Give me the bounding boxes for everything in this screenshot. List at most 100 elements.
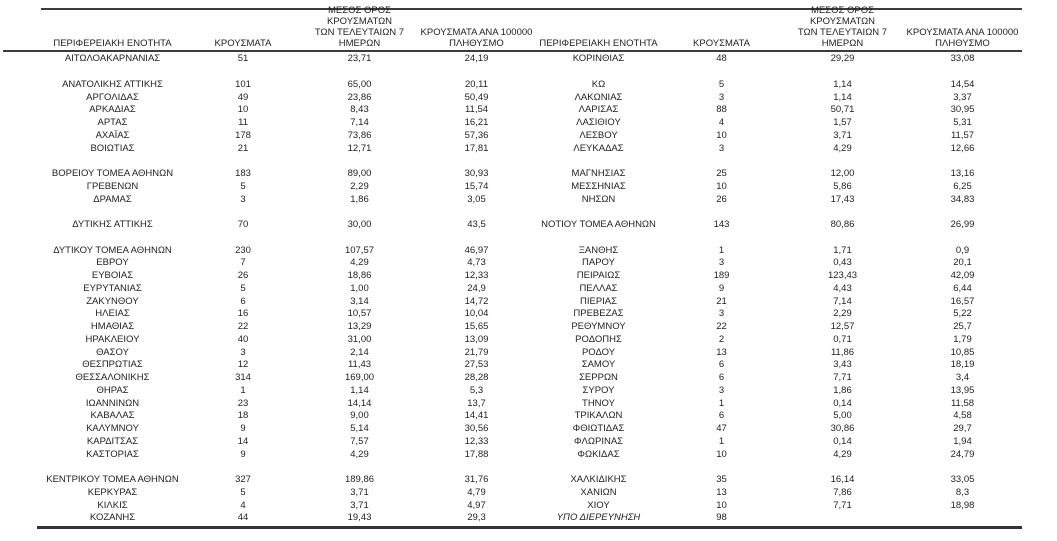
per100k-cell: 1,94: [953, 435, 972, 447]
per100k-cell: 5,3: [469, 384, 484, 396]
header-avg7-left: ΜΕΣΟΣ ΟΡΟΣ ΚΡΟΥΣΜΑΤΩΝ ΤΩΝ ΤΕΛΕΥΤΑΙΩΝ 7 Η…: [314, 5, 405, 49]
avg7-cell: 1,57: [833, 117, 852, 129]
avg7-cell: 23,71: [347, 53, 372, 65]
region-cell: ΧΙΟΥ: [587, 499, 610, 511]
per100k-cell: 31,76: [464, 474, 489, 486]
per100k-cell: 13,95: [950, 384, 975, 396]
table-row: ΑΡΓΟΛΙΔΑΣ 49 23,86 50,49 ΛΑΚΩΝΙΑΣ 3 1,14 3,37: [41, 91, 1022, 104]
avg7-cell: 4,29: [350, 257, 369, 269]
cases-cell: 13: [716, 486, 727, 498]
region-cell: ΚΕΝΤΡΙΚΟΥ ΤΟΜΕΑ ΑΘΗΝΩΝ: [46, 474, 179, 486]
per100k-cell: 13,16: [950, 168, 975, 180]
region-cell: ΘΗΡΑΣ: [96, 384, 129, 396]
avg7-cell: 2,29: [833, 308, 852, 320]
avg7-cell: 3,43: [833, 359, 852, 371]
per100k-cell: 11,58: [950, 397, 975, 409]
avg7-cell: 4,29: [833, 142, 852, 154]
table-row: ΕΥΒΟΙΑΣ 26 18,86 12,33 ΠΕΙΡΑΙΩΣ 189 123,43 42,0…: [41, 270, 1022, 283]
region-cell: ΦΘΙΩΤΙΔΑΣ: [572, 423, 625, 435]
cases-cell: 9: [240, 448, 246, 460]
avg7-cell: 89,00: [347, 168, 372, 180]
table-row: ΘΑΣΟΥ 3 2,14 21,79 ΡΟΔΟΥ 13 11,86 10,85: [41, 346, 1022, 359]
per100k-cell: 3,4: [955, 372, 970, 384]
cases-cell: 6: [718, 359, 725, 371]
region-cell: ΚΙΛΚΙΣ: [97, 499, 128, 511]
cases-cell: 48: [716, 53, 727, 65]
avg7-cell: 7,57: [350, 435, 369, 447]
spacer-row: [41, 206, 1022, 219]
region-cell: ΛΕΣΒΟΥ: [579, 129, 618, 141]
cases-cell: 3: [718, 257, 725, 269]
per100k-cell: 10,85: [950, 346, 975, 358]
region-cell: ΠΡΕΒΕΖΑΣ: [573, 308, 624, 320]
cases-cell: 88: [716, 104, 727, 116]
cases-cell: 1: [718, 244, 725, 256]
per100k-cell: 3,05: [467, 193, 486, 205]
region-cell: ΗΜΑΘΙΑΣ: [90, 321, 135, 333]
cases-cell: 40: [237, 333, 249, 345]
avg7-cell: 29,29: [830, 53, 855, 65]
cases-cell: 7: [240, 257, 246, 269]
per100k-cell: 24,9: [467, 282, 486, 294]
table-row: ΑΡΤΑΣ 11 7,14 16,21 ΛΑΣΙΘΙΟΥ 4 1,57 5,31: [41, 117, 1022, 130]
avg7-cell: 12,00: [830, 168, 855, 180]
region-cell: ΣΑΜΟΥ: [581, 359, 616, 371]
cases-cell: 230: [235, 244, 251, 256]
table-row: ΗΜΑΘΙΑΣ 22 13,29 15,65 ΡΕΘΥΜΝΟΥ 22 12,57 25,7: [41, 321, 1022, 334]
region-cell: ΔΥΤΙΚΗΣ ΑΤΤΙΚΗΣ: [72, 219, 153, 231]
cases-cell: 3: [718, 384, 725, 396]
region-cell: ΗΛΕΙΑΣ: [95, 308, 130, 320]
per100k-cell: 11,54: [464, 104, 489, 116]
table-row: ΔΡΑΜΑΣ 3 1,86 3,05 ΝΗΣΩΝ 26 17,43 34,83: [41, 193, 1022, 206]
per100k-cell: 3,37: [953, 91, 972, 103]
avg7-cell: 31,00: [347, 333, 372, 345]
table-row: ΚΑΣΤΟΡΙΑΣ 9 4,29 17,88 ΦΩΚΙΔΑΣ 10 4,29 24,79: [41, 448, 1022, 461]
table-row: ΘΗΡΑΣ 1 1,14 5,3 ΣΥΡΟΥ 3 1,86 13,95: [41, 385, 1022, 398]
per100k-cell: 29,3: [467, 512, 486, 524]
avg7-cell: 4,43: [833, 282, 852, 294]
avg7-cell: 5,00: [833, 410, 852, 422]
per100k-cell: 30,93: [464, 168, 489, 180]
region-cell: ΚΕΡΚΥΡΑΣ: [87, 486, 138, 498]
avg7-cell: 1,14: [350, 384, 369, 396]
region-cell: ΥΠΟ ΔΙΕΡΕΥΝΗΣΗ: [556, 512, 641, 524]
per100k-cell: 14,41: [464, 410, 489, 422]
per100k-cell: 12,66: [950, 142, 975, 154]
avg7-cell: 7,71: [833, 499, 852, 511]
per100k-cell: 20,11: [464, 78, 489, 90]
avg7-cell: 3,71: [350, 486, 369, 498]
avg7-cell: 1,71: [833, 244, 852, 256]
per100k-cell: 0,9: [955, 244, 970, 256]
avg7-cell: 80,86: [830, 219, 855, 231]
region-cell: ΣΥΡΟΥ: [582, 384, 615, 396]
avg7-cell: 9,00: [350, 410, 369, 422]
avg7-cell: 2,14: [350, 346, 369, 358]
per100k-cell: 27,53: [464, 359, 489, 371]
table-row: ΚΕΡΚΥΡΑΣ 5 3,71 4,79 ΧΑΝΙΩΝ 13 7,86 8,3: [41, 487, 1022, 500]
avg7-cell: 123,43: [827, 270, 858, 282]
region-cell: ΑΧΑΪΑΣ: [95, 129, 130, 141]
spacer-row: [41, 155, 1022, 168]
per100k-cell: 50,49: [464, 91, 489, 103]
region-cell: ΑΝΑΤΟΛΙΚΗΣ ΑΤΤΙΚΗΣ: [62, 78, 163, 90]
avg7-cell: 169,00: [344, 372, 375, 384]
avg7-cell: 10,57: [347, 308, 372, 320]
per100k-cell: 18,19: [950, 359, 975, 371]
avg7-cell: 13,29: [347, 321, 372, 333]
per100k-cell: 24,19: [464, 53, 489, 65]
per100k-cell: 57,36: [464, 129, 489, 141]
per100k-cell: 29,7: [953, 423, 972, 435]
table-row: ΑΧΑΪΑΣ 178 73,86 57,36 ΛΕΣΒΟΥ 10 3,71 11,57: [41, 130, 1022, 143]
avg7-cell: 2,29: [350, 180, 369, 192]
cases-cell: 314: [235, 372, 251, 384]
table-row: ΗΡΑΚΛΕΙΟΥ 40 31,00 13,09 ΡΟΔΟΠΗΣ 2 0,71 1,79: [41, 334, 1022, 347]
cases-cell: 51: [237, 53, 249, 65]
cases-cell: 26: [237, 270, 249, 282]
region-cell: ΑΡΚΑΔΙΑΣ: [89, 104, 136, 116]
avg7-cell: 3,71: [833, 129, 852, 141]
region-cell: ΛΑΣΙΘΙΟΥ: [576, 117, 621, 129]
table-body: ΑΙΤΩΛΟΑΚΑΡΝΑΝΙΑΣ 51 23,71 24,19 ΚΟΡΙΝΘΙΑΣ 48 2…: [41, 52, 1022, 525]
region-cell: ΚΑΛΥΜΝΟΥ: [86, 423, 139, 435]
cases-cell: 5: [718, 78, 725, 90]
region-cell: ΚΟΖΑΝΗΣ: [89, 512, 136, 524]
